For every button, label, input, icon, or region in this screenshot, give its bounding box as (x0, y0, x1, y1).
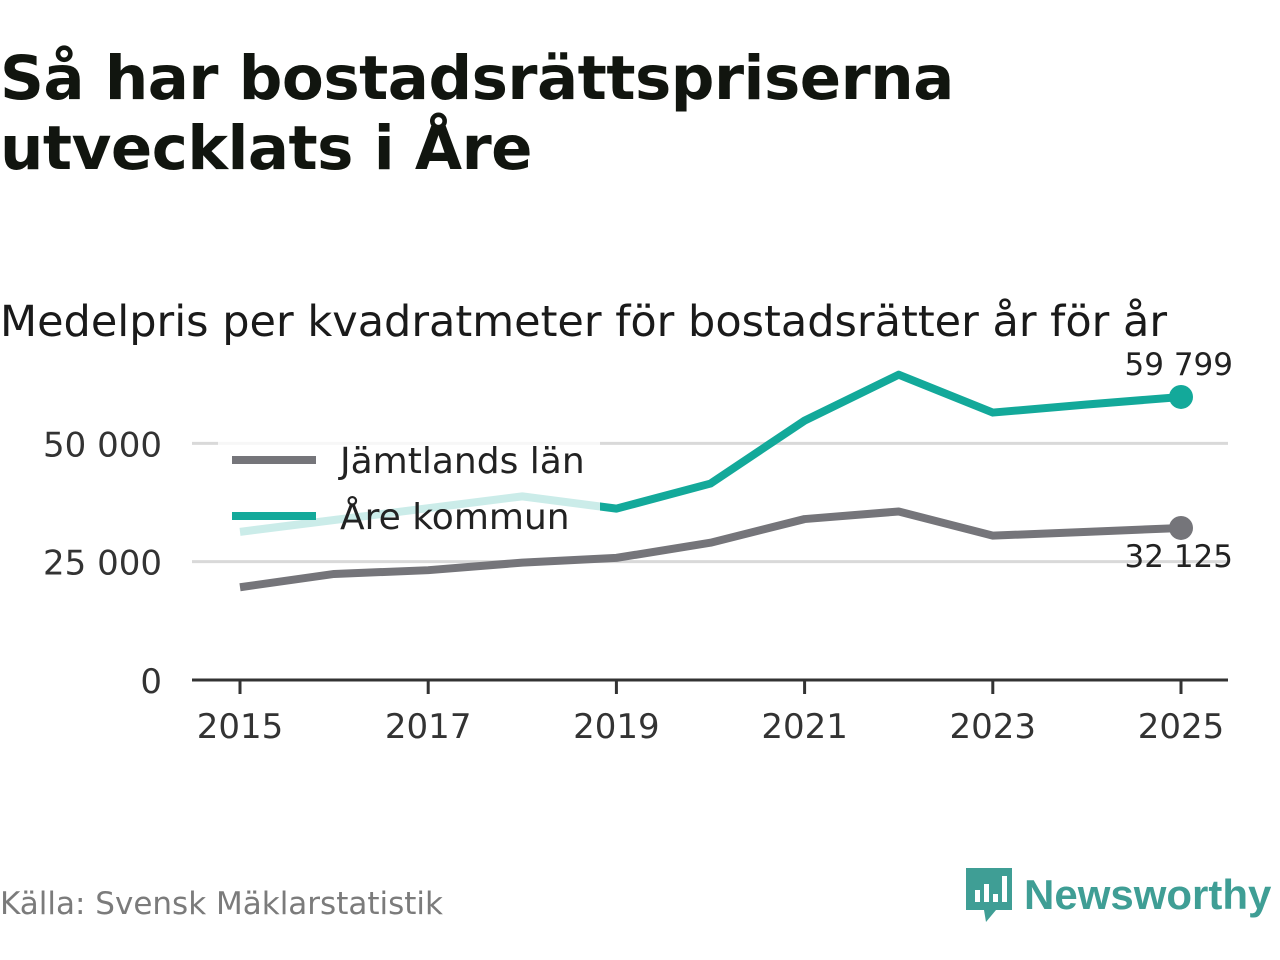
y-tick-label: 25 000 (43, 544, 162, 584)
brand-name: Newsworthy (1024, 871, 1272, 918)
chart-title: Så har bostadsrättspriserna utvecklats i… (0, 43, 954, 184)
end-value-label: 32 125 (1125, 539, 1233, 575)
newsworthy-logo: Newsworthy (964, 866, 1271, 924)
end-labels: 32 125 59 799 (1125, 347, 1233, 575)
legend-label: Jämtlands län (338, 441, 585, 482)
line-chart: Jämtlands län Åre kommun 0 25 000 50 000 201… (43, 347, 1233, 747)
x-tick-label: 2021 (761, 707, 848, 747)
axes: 0 25 000 50 000 2015 2017 2019 2021 2023 2025 (43, 425, 1228, 747)
source-note: Källa: Svensk Mäklarstatistik (0, 886, 443, 922)
series-end-point (1169, 515, 1193, 540)
x-tick-label: 2019 (573, 707, 660, 747)
newsworthy-icon (966, 868, 1012, 922)
series-line-0 (239, 507, 1182, 592)
chart-subtitle: Medelpris per kvadratmeter för bostadsrä… (0, 297, 1168, 347)
series-end-point (1169, 384, 1193, 409)
x-tick-label: 2015 (197, 707, 284, 747)
legend-backdrop (218, 430, 600, 548)
x-tick-label: 2025 (1138, 707, 1225, 747)
y-tick-label: 50 000 (43, 425, 162, 465)
x-tick-label: 2023 (950, 707, 1037, 747)
legend: Jämtlands län Åre kommun (218, 430, 600, 548)
legend-label: Åre kommun (340, 495, 570, 538)
x-tick-label: 2017 (385, 707, 472, 747)
y-tick-label: 0 (140, 662, 162, 702)
end-value-label: 59 799 (1125, 347, 1233, 383)
